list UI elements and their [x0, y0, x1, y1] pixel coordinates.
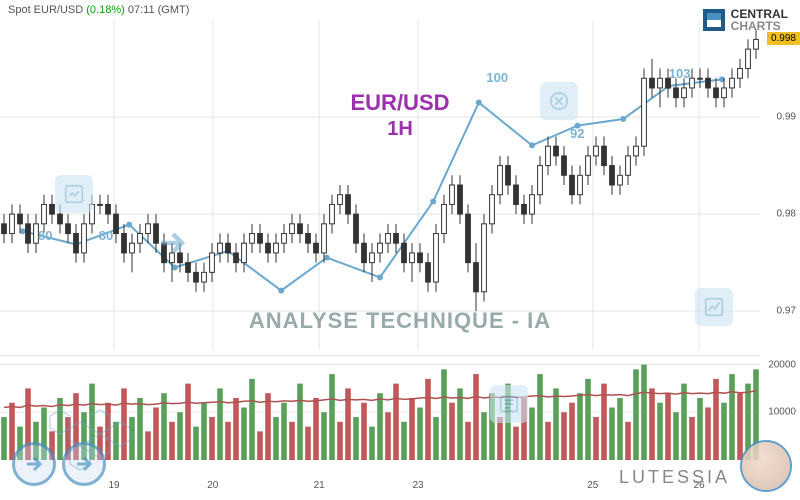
y-tick: 0.98	[777, 209, 796, 220]
y-axis-price: 0.97 0.98 0.99 0.998	[760, 20, 800, 350]
trend-icon	[695, 288, 733, 326]
price-chart[interactable]	[0, 20, 760, 350]
hexagon-decoration	[40, 400, 180, 480]
x-tick: 25	[587, 480, 598, 491]
x-tick: 21	[314, 480, 325, 491]
analyse-title: ANALYSE TECHNIQUE - IA	[249, 308, 551, 334]
pct-change: (0.18%)	[86, 4, 125, 16]
time-label: 07:11 (GMT)	[128, 4, 190, 16]
rsi-value-label: 100	[486, 70, 508, 85]
x-tick: 23	[412, 480, 423, 491]
y-tick: 0.97	[777, 306, 796, 317]
news-icon	[490, 385, 528, 423]
lutessia-label: LUTESSIA	[619, 467, 730, 488]
timeframe-title: 1H	[387, 118, 413, 141]
rsi-value-label: 92	[570, 126, 584, 141]
arrow-right-icon	[155, 225, 191, 261]
x-tick: 19	[108, 480, 119, 491]
rsi-value-label: 80	[99, 228, 113, 243]
rsi-value-label: 80	[38, 228, 52, 243]
avatar-icon	[740, 440, 792, 492]
y-tick: 0.99	[777, 112, 796, 123]
compass-icon	[540, 82, 578, 120]
current-price-tag: 0.998	[767, 32, 800, 45]
vol-y-tick: 20000	[768, 359, 796, 370]
chart-header: Spot EUR/USD (0.18%) 07:11 (GMT)	[8, 4, 189, 16]
spot-label: Spot EUR/USD	[8, 4, 83, 16]
rsi-value-label: 103	[669, 66, 691, 81]
vol-y-tick: 10000	[768, 407, 796, 418]
x-tick: 20	[207, 480, 218, 491]
pair-title: EUR/USD	[350, 90, 449, 116]
chart-icon	[55, 175, 93, 213]
